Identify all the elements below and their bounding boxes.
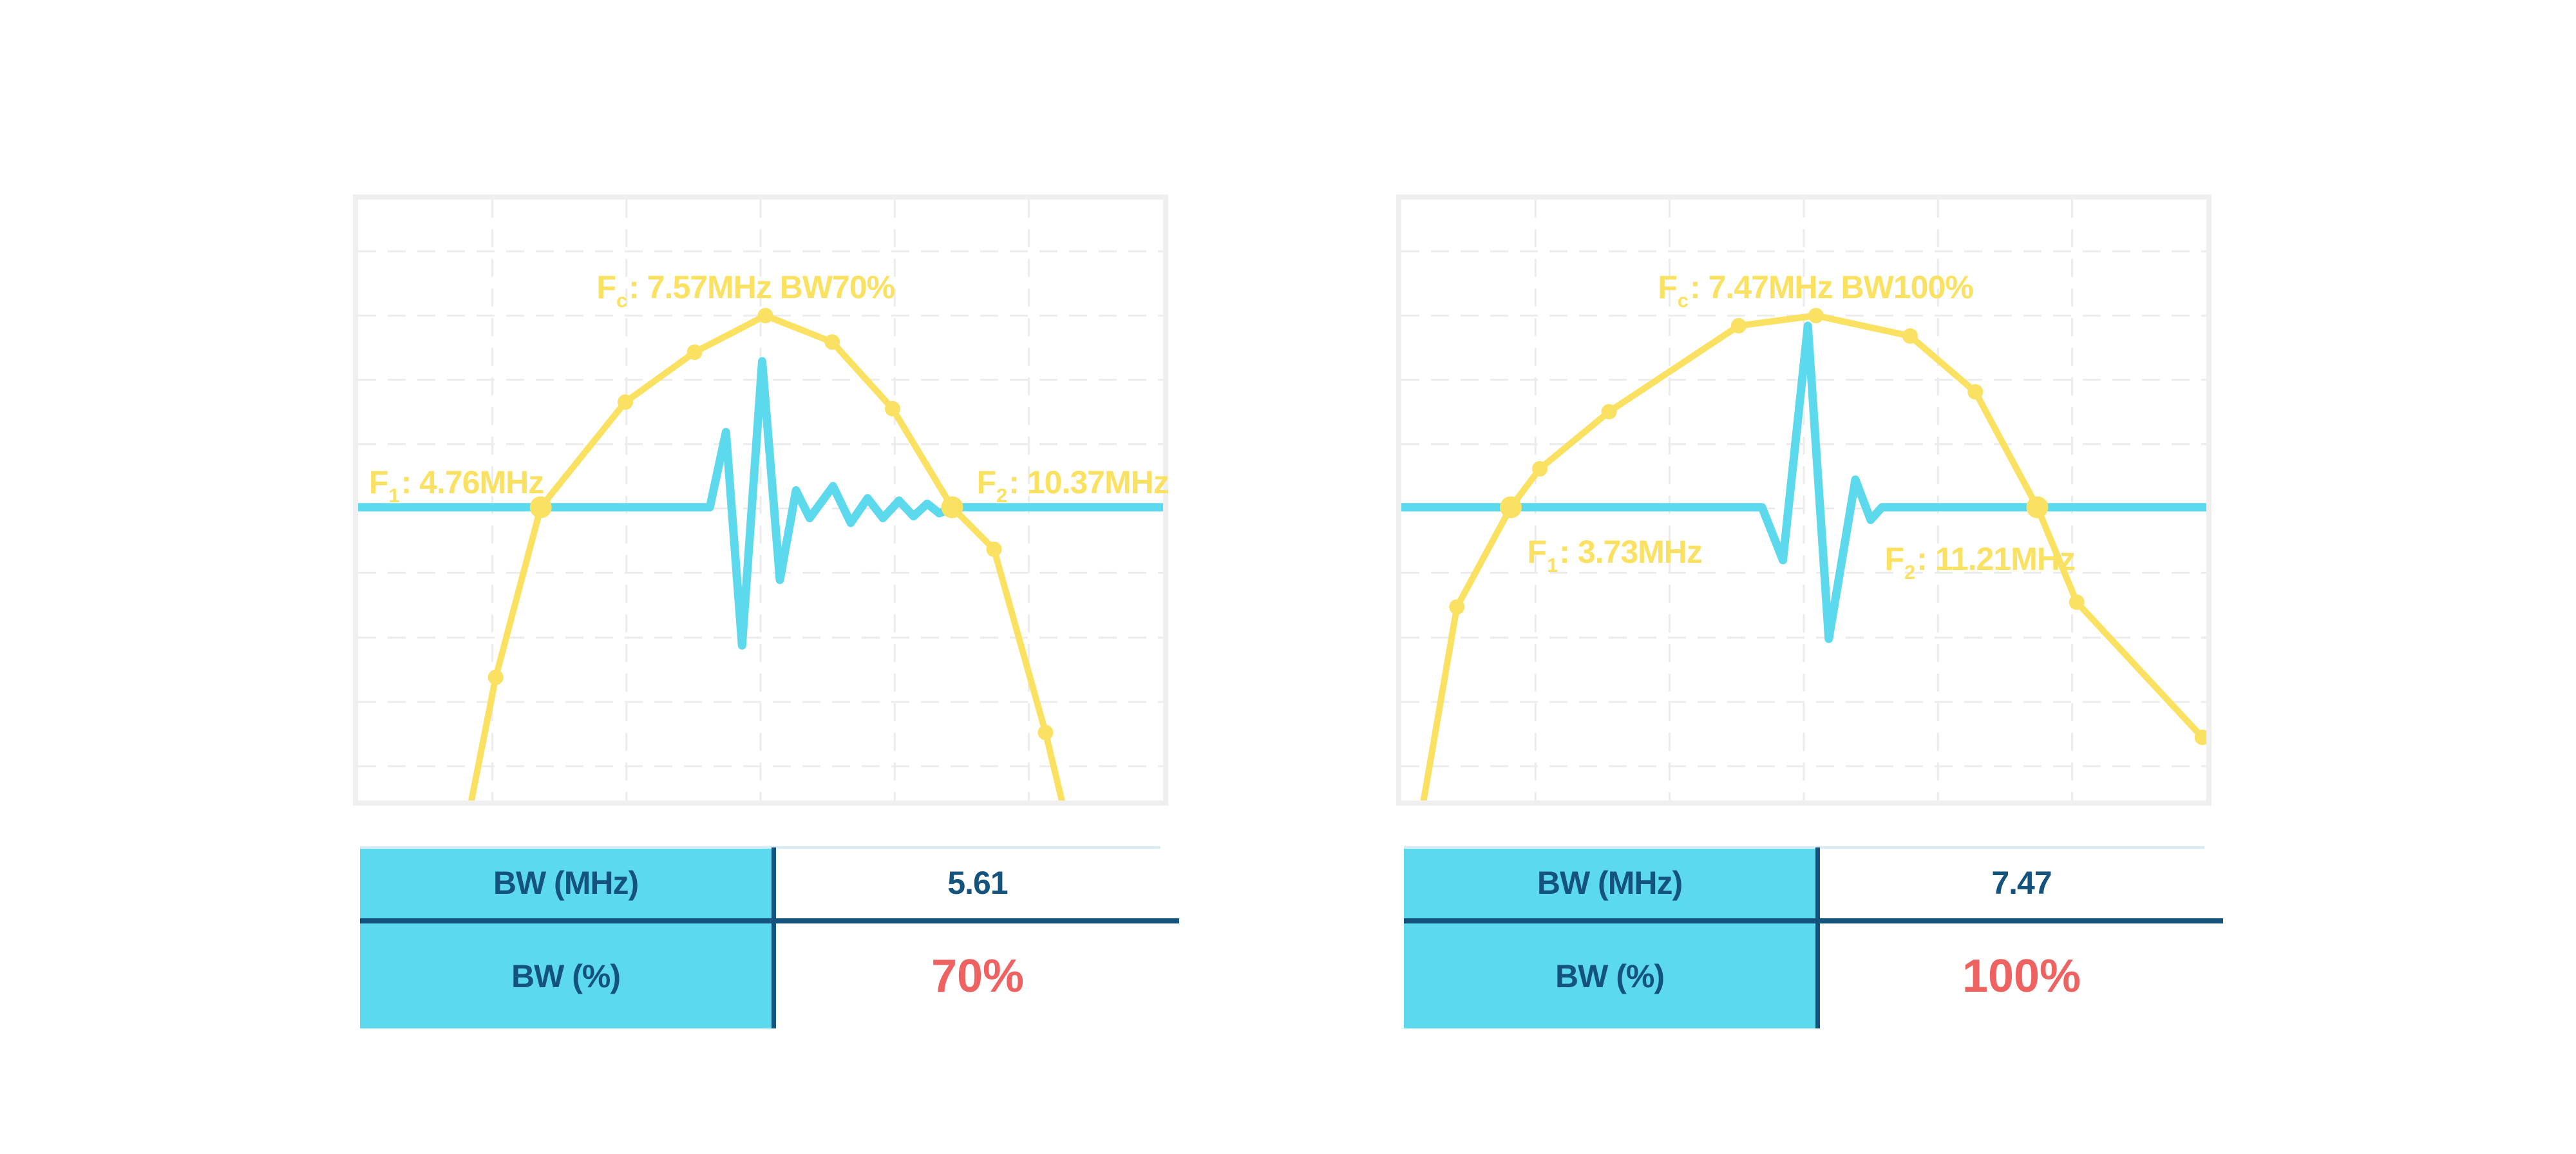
fc-subscript: c (616, 288, 627, 312)
f1-symbol: F (1527, 534, 1548, 571)
fc-value-text: : 7.47MHz BW100% (1690, 269, 1974, 305)
data-point-marker (1808, 308, 1824, 324)
data-point-marker (885, 401, 900, 417)
data-point-marker (687, 344, 703, 360)
bw-table-header-column (1404, 847, 1815, 1028)
spectrum-plot-right (1401, 200, 2206, 800)
fc-symbol: F (1658, 269, 1678, 305)
fc-value-text: : 7.57MHz BW70% (629, 269, 895, 305)
bw-percent-label: BW (%) (1555, 958, 1665, 994)
pulse-waveform-line (358, 357, 1163, 650)
f2-subscript: 2 (1904, 561, 1915, 584)
bw-percent-label: BW (%) (511, 958, 621, 994)
data-point-marker (1730, 317, 1747, 334)
data-point-marker (757, 308, 773, 324)
bw-mhz-label: BW (MHz) (1537, 865, 1683, 901)
data-point-marker (618, 394, 633, 410)
table-top-line (360, 846, 1160, 849)
f1-subscript: 1 (388, 484, 399, 507)
data-point-marker (2069, 594, 2085, 610)
fc-annotation-right: Fc: 7.47MHz BW100% (1658, 269, 1974, 310)
data-point-marker (1532, 460, 1548, 477)
data-point-marker (1449, 599, 1465, 615)
pulse-waveform-line (1401, 321, 2206, 643)
data-point-marker (1037, 724, 1054, 741)
bw-percent-value: 70% (931, 950, 1025, 1002)
data-point-marker (824, 334, 840, 350)
bandwidth-edge-marker (941, 496, 963, 518)
spectrum-chart-right: Fc: 7.47MHz BW100% F1: 3.73MHz F2: 11.21… (1396, 194, 2211, 806)
f2-symbol: F (976, 464, 997, 501)
f2-value-text: : 10.37MHz (1009, 464, 1169, 501)
bw-mhz-label: BW (MHz) (493, 865, 639, 901)
f2-value-text: : 11.21MHz (1917, 541, 2076, 578)
fc-annotation-left: Fc: 7.57MHz BW70% (596, 269, 895, 310)
data-point-marker (488, 669, 504, 685)
f2-symbol: F (1884, 541, 1905, 578)
f2-annotation-left: F2: 10.37MHz (976, 464, 1170, 506)
spectrum-plot-left (358, 200, 1163, 800)
data-point-marker (1601, 404, 1617, 420)
bw-table-header-column (360, 847, 772, 1028)
bw-table-right: BW (MHz) 7.47 BW (%) 100% (1404, 846, 2229, 1028)
table-horizontal-divider (360, 918, 1179, 923)
f1-annotation-left: F1: 4.76MHz (368, 464, 545, 506)
bw-table-left: BW (MHz) 5.61 BW (%) 70% (360, 846, 1185, 1028)
bw-percent-value: 100% (1962, 950, 2081, 1002)
table-vertical-divider (1815, 847, 1820, 1028)
table-horizontal-divider (1404, 918, 2223, 923)
bandwidth-edge-marker (2026, 496, 2049, 518)
f1-annotation-right: F1: 3.73MHz (1527, 534, 1703, 575)
data-point-marker (2194, 730, 2206, 746)
f2-subscript: 2 (996, 484, 1007, 507)
table-top-line (1404, 846, 2204, 849)
f1-subscript: 1 (1547, 554, 1558, 577)
fc-symbol: F (596, 269, 616, 305)
spectrum-chart-left: Fc: 7.57MHz BW70% F1: 4.76MHz F2: 10.37M… (353, 194, 1170, 806)
f1-value-text: : 4.76MHz (401, 464, 545, 501)
data-point-marker (986, 542, 1002, 558)
data-point-marker (1967, 384, 1984, 400)
data-point-marker (1902, 328, 1918, 344)
f1-symbol: F (368, 464, 389, 501)
bandwidth-edge-marker (1500, 496, 1522, 518)
f2-annotation-right: F2: 11.21MHz (1884, 541, 2076, 582)
table-vertical-divider (772, 847, 776, 1028)
bw-mhz-value: 7.47 (1991, 865, 2052, 901)
f1-value-text: : 3.73MHz (1559, 534, 1703, 571)
spectrum-envelope-line (1420, 312, 2206, 800)
bw-mhz-value: 5.61 (947, 865, 1008, 901)
bandwidth-edge-marker (529, 496, 552, 518)
spectrum-envelope-line (468, 312, 1065, 800)
fc-subscript: c (1677, 288, 1689, 312)
